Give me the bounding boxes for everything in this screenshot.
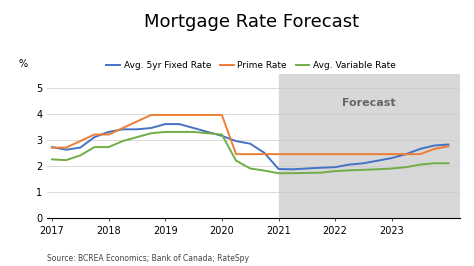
Avg. Variable Rate: [106, 146, 111, 149]
Legend: Avg. 5yr Fixed Rate, Prime Rate, Avg. Variable Rate: Avg. 5yr Fixed Rate, Prime Rate, Avg. Va…: [103, 58, 400, 74]
Avg. Variable Rate: [163, 130, 168, 134]
Avg. Variable Rate: [219, 133, 225, 136]
Line: Prime Rate: Prime Rate: [52, 115, 448, 154]
Prime Rate: [120, 126, 126, 130]
Avg. 5yr Fixed Rate: [276, 167, 282, 171]
Prime Rate: [49, 146, 55, 149]
Prime Rate: [205, 113, 210, 117]
Prime Rate: [332, 152, 338, 156]
Avg. Variable Rate: [375, 168, 381, 171]
Prime Rate: [106, 133, 111, 136]
Avg. 5yr Fixed Rate: [49, 146, 55, 149]
Avg. 5yr Fixed Rate: [290, 168, 295, 171]
Avg. Variable Rate: [63, 159, 69, 162]
Prime Rate: [290, 152, 295, 156]
Avg. 5yr Fixed Rate: [148, 126, 154, 130]
Avg. 5yr Fixed Rate: [375, 159, 381, 162]
Prime Rate: [191, 113, 196, 117]
Avg. Variable Rate: [361, 168, 366, 171]
Avg. Variable Rate: [389, 167, 395, 170]
Avg. 5yr Fixed Rate: [346, 163, 352, 166]
Avg. Variable Rate: [332, 169, 338, 173]
Avg. 5yr Fixed Rate: [446, 143, 451, 146]
Avg. Variable Rate: [176, 130, 182, 134]
Text: %: %: [18, 59, 27, 69]
Avg. Variable Rate: [191, 130, 196, 134]
Avg. 5yr Fixed Rate: [247, 142, 253, 145]
Avg. 5yr Fixed Rate: [205, 130, 210, 134]
Avg. Variable Rate: [120, 139, 126, 143]
Avg. 5yr Fixed Rate: [233, 139, 239, 143]
Prime Rate: [262, 152, 267, 156]
Prime Rate: [375, 152, 381, 156]
Avg. 5yr Fixed Rate: [176, 123, 182, 126]
Avg. 5yr Fixed Rate: [77, 146, 83, 149]
Avg. 5yr Fixed Rate: [134, 128, 140, 131]
Line: Avg. Variable Rate: Avg. Variable Rate: [52, 132, 448, 173]
Avg. 5yr Fixed Rate: [318, 166, 324, 169]
Prime Rate: [219, 113, 225, 117]
Prime Rate: [163, 113, 168, 117]
Avg. Variable Rate: [49, 158, 55, 161]
Avg. Variable Rate: [148, 132, 154, 135]
Prime Rate: [318, 152, 324, 156]
Avg. Variable Rate: [403, 166, 409, 169]
Prime Rate: [361, 152, 366, 156]
Prime Rate: [91, 133, 97, 136]
Prime Rate: [247, 152, 253, 156]
Avg. Variable Rate: [233, 159, 239, 162]
Avg. 5yr Fixed Rate: [91, 136, 97, 139]
Avg. Variable Rate: [262, 169, 267, 172]
Text: Source: BCREA Economics; Bank of Canada; RateSpy: Source: BCREA Economics; Bank of Canada;…: [47, 254, 249, 263]
Prime Rate: [431, 147, 437, 151]
Avg. Variable Rate: [91, 146, 97, 149]
Avg. 5yr Fixed Rate: [63, 148, 69, 151]
Avg. 5yr Fixed Rate: [106, 130, 111, 134]
Avg. 5yr Fixed Rate: [431, 144, 437, 147]
Prime Rate: [233, 152, 239, 156]
Prime Rate: [389, 152, 395, 156]
Avg. 5yr Fixed Rate: [262, 151, 267, 155]
Avg. Variable Rate: [77, 154, 83, 157]
Avg. Variable Rate: [304, 171, 310, 174]
Avg. 5yr Fixed Rate: [304, 167, 310, 170]
Text: Mortgage Rate Forecast: Mortgage Rate Forecast: [144, 13, 359, 31]
Avg. Variable Rate: [417, 163, 423, 166]
Avg. 5yr Fixed Rate: [120, 128, 126, 131]
Bar: [279, 74, 460, 218]
Prime Rate: [77, 139, 83, 143]
Prime Rate: [134, 120, 140, 123]
Avg. 5yr Fixed Rate: [332, 166, 338, 169]
Avg. 5yr Fixed Rate: [163, 123, 168, 126]
Avg. Variable Rate: [290, 172, 295, 175]
Prime Rate: [276, 152, 282, 156]
Prime Rate: [148, 113, 154, 117]
Avg. 5yr Fixed Rate: [417, 147, 423, 151]
Prime Rate: [403, 152, 409, 156]
Avg. Variable Rate: [205, 132, 210, 135]
Line: Avg. 5yr Fixed Rate: Avg. 5yr Fixed Rate: [52, 124, 448, 169]
Avg. 5yr Fixed Rate: [389, 156, 395, 160]
Avg. Variable Rate: [247, 167, 253, 170]
Avg. 5yr Fixed Rate: [403, 152, 409, 156]
Avg. Variable Rate: [346, 169, 352, 172]
Avg. Variable Rate: [446, 162, 451, 165]
Prime Rate: [176, 113, 182, 117]
Avg. Variable Rate: [318, 171, 324, 174]
Prime Rate: [304, 152, 310, 156]
Avg. 5yr Fixed Rate: [191, 126, 196, 130]
Avg. Variable Rate: [431, 162, 437, 165]
Prime Rate: [417, 152, 423, 156]
Avg. Variable Rate: [134, 136, 140, 139]
Text: Forecast: Forecast: [342, 98, 396, 108]
Prime Rate: [346, 152, 352, 156]
Avg. 5yr Fixed Rate: [361, 162, 366, 165]
Avg. 5yr Fixed Rate: [219, 134, 225, 138]
Prime Rate: [63, 146, 69, 149]
Prime Rate: [446, 145, 451, 148]
Avg. Variable Rate: [276, 172, 282, 175]
